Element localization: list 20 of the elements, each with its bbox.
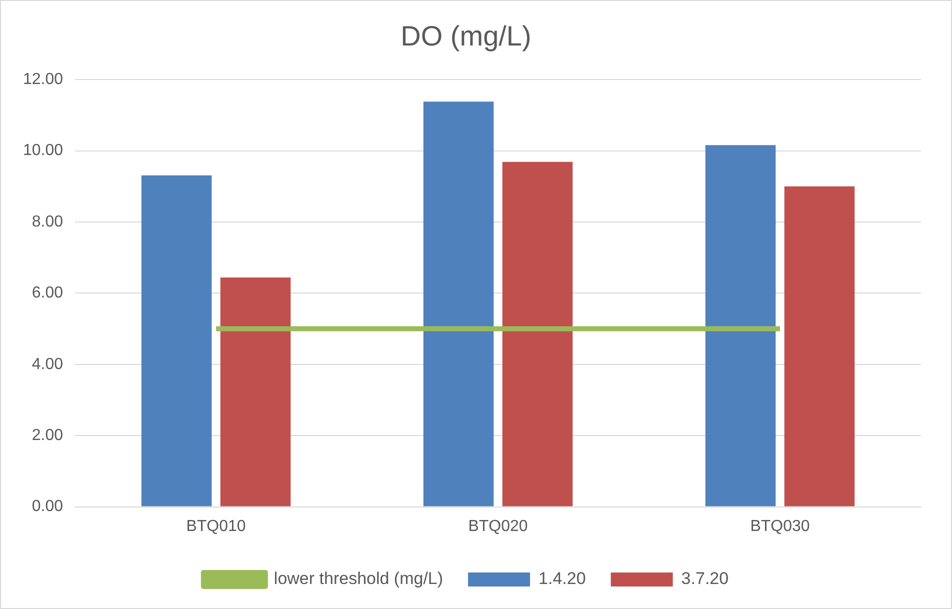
bar [220, 278, 291, 506]
y-tick-label: 6.00 [32, 284, 64, 302]
y-tick-label: 10.00 [22, 142, 64, 160]
y-tick-label: 2.00 [32, 427, 64, 444]
y-tick-label: 8.00 [32, 213, 64, 230]
bar [141, 175, 212, 506]
legend-label: 1.4.20 [538, 569, 586, 588]
bar [502, 162, 573, 506]
chart-title: DO (mg/L) [400, 20, 532, 52]
legend-label: lower threshold (mg/L) [274, 569, 444, 588]
y-tick-label: 12.00 [22, 71, 64, 88]
bar [423, 102, 494, 506]
x-tick-label: BTQ010 [186, 518, 246, 535]
y-tick-label: 4.00 [32, 356, 64, 373]
x-tick-label: BTQ020 [468, 518, 528, 535]
bar [784, 186, 855, 506]
x-tick-label: BTQ030 [750, 518, 810, 535]
bar [705, 145, 776, 506]
y-tick-label: 0.00 [32, 498, 64, 516]
legend-label: 3.7.20 [681, 569, 729, 588]
